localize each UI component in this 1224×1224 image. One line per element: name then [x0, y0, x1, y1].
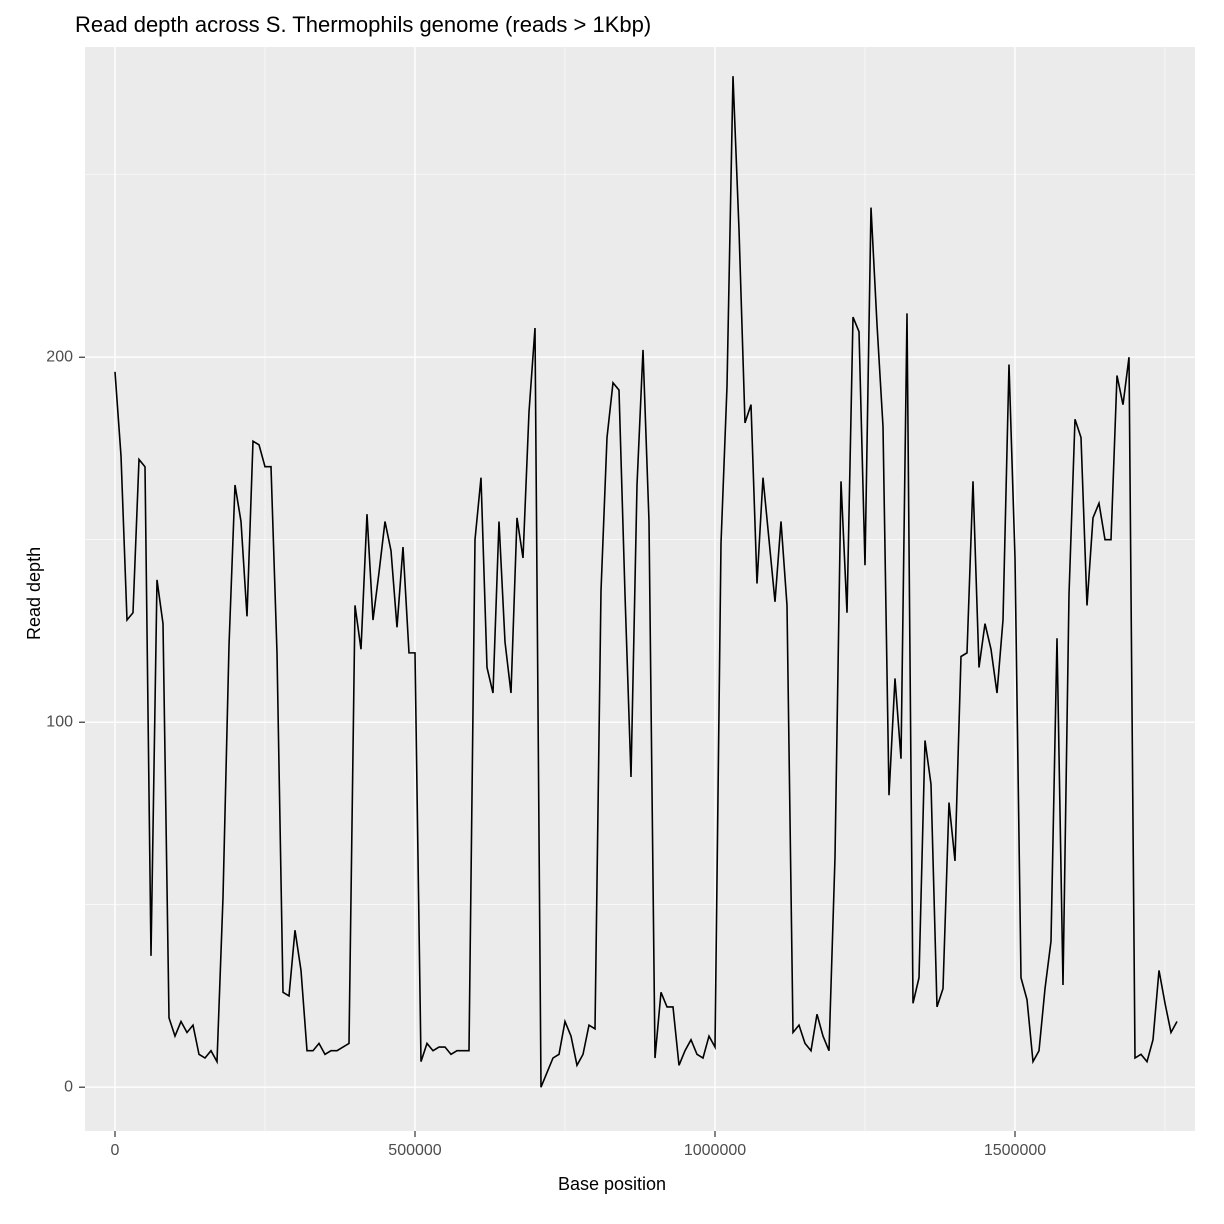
panel-background [85, 47, 1195, 1131]
x-tick-label: 1000000 [684, 1142, 746, 1159]
y-tick-label: 0 [64, 1078, 73, 1095]
y-axis-label: Read depth [24, 547, 45, 640]
x-axis-label: Base position [0, 1174, 1224, 1195]
chart-title: Read depth across S. Thermophils genome … [75, 12, 651, 38]
chart-container: Read depth across S. Thermophils genome … [0, 0, 1224, 1224]
plot-area: 0 100 200 0 500000 1000000 1500000 [0, 0, 1224, 1224]
x-tick-label: 1500000 [984, 1142, 1046, 1159]
x-tick-label: 500000 [388, 1142, 441, 1159]
y-tick-label: 200 [46, 348, 73, 365]
x-tick-label: 0 [111, 1142, 120, 1159]
y-tick-label: 100 [46, 713, 73, 730]
